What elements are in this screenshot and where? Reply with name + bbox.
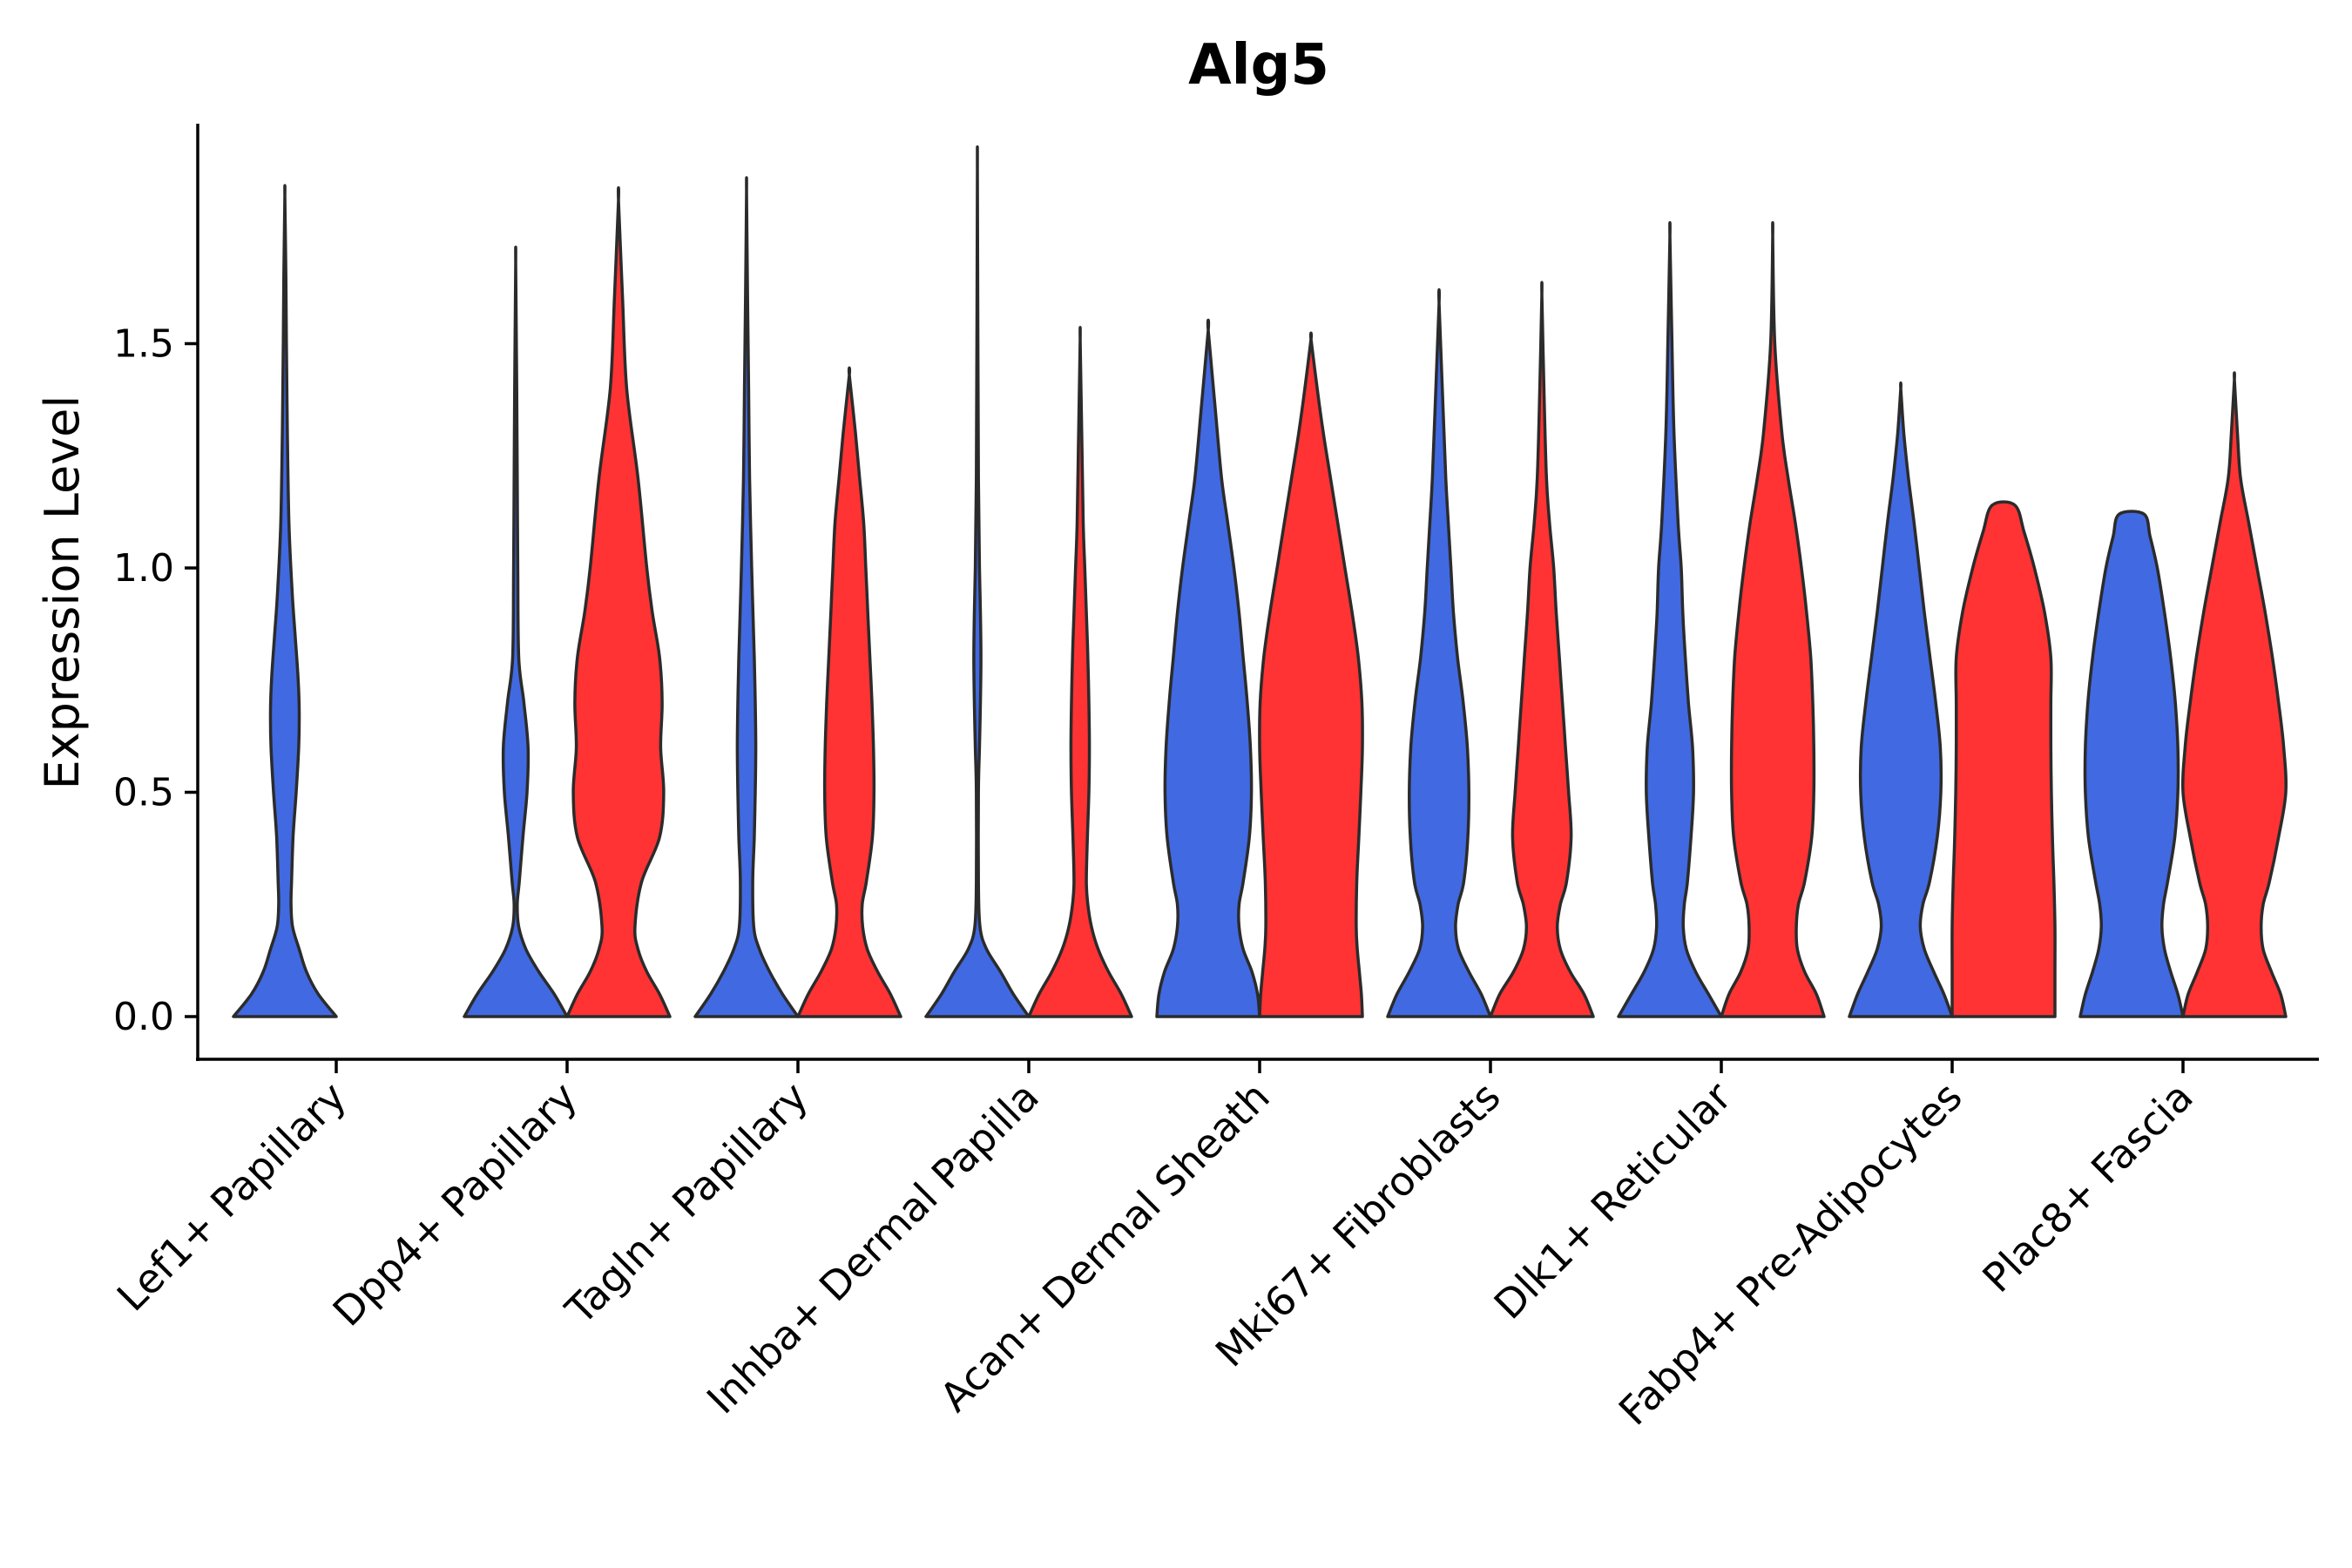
- violin-red: [796, 366, 902, 1018]
- violin-red: [1027, 326, 1133, 1018]
- violin-blue: [924, 145, 1031, 1018]
- violin-blue: [463, 246, 569, 1018]
- violin-layer: [232, 145, 2288, 1018]
- violin-red: [1950, 500, 2057, 1018]
- x-category-label: Lef1+ Papillary: [108, 1073, 355, 1321]
- violin-red: [565, 186, 672, 1018]
- violin-red: [1489, 280, 1595, 1018]
- x-category-label: Tagln+ Papillary: [556, 1073, 817, 1335]
- x-category-label: Dpp4+ Papillary: [324, 1073, 586, 1335]
- violin-blue: [1386, 287, 1492, 1018]
- x-category-label: Dlk1+ Reticular: [1485, 1073, 1740, 1328]
- violin-red: [2181, 371, 2288, 1018]
- violin-red: [1258, 331, 1364, 1018]
- violin-red: [1720, 220, 1826, 1018]
- y-axis-label: Expression Level: [35, 395, 90, 790]
- x-category-label: Plac8+ Fascia: [1973, 1073, 2201, 1301]
- violin-blue: [1848, 381, 1954, 1018]
- violin-blue: [2078, 510, 2185, 1018]
- violin-blue: [1155, 318, 1261, 1018]
- chart-title: Alg5: [1188, 33, 1329, 98]
- violin-blue: [232, 184, 338, 1018]
- y-tick-label: 0.0: [113, 995, 174, 1039]
- y-tick-label: 0.5: [113, 771, 174, 815]
- violin-blue: [693, 176, 800, 1018]
- y-axis-ticks: 0.0 0.5 1.0 1.5: [113, 322, 198, 1039]
- y-tick-label: 1.5: [113, 322, 174, 367]
- violin-blue: [1617, 220, 1723, 1018]
- y-tick-label: 1.0: [113, 546, 174, 591]
